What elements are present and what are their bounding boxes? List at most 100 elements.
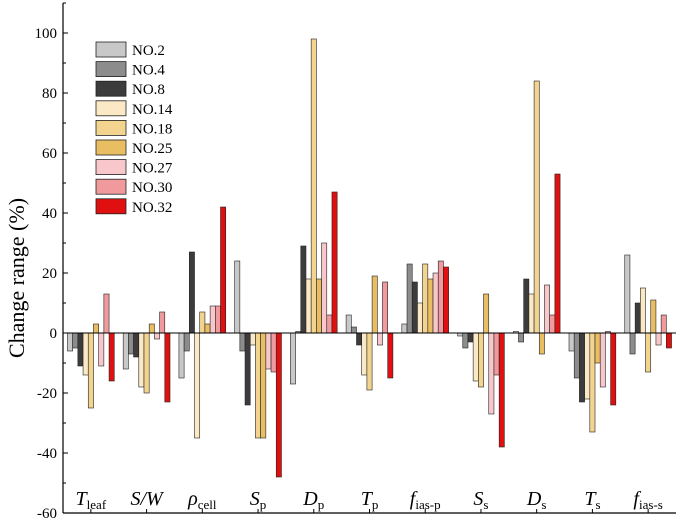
bar-no8-9 [579,332,585,403]
bar-no25-2 [204,323,211,334]
legend-label: NO.32 [132,200,172,216]
bar-no14-10 [640,287,646,334]
legend-swatch [95,41,127,58]
bar-no30-7 [493,332,500,376]
legend-swatch [95,80,127,97]
y-tick-label: 0 [50,326,58,342]
bar-no30-4 [326,314,333,334]
bar-no14-4 [305,278,312,334]
y-tick-label: 60 [42,146,57,162]
bar-no8-8 [523,278,530,334]
bar-no30-5 [382,281,388,334]
bar-no2-9 [568,332,575,352]
bar-no30-6 [437,260,444,334]
bar-no25-9 [594,332,601,364]
x-tick-label: Dp [302,488,324,512]
bar-no14-0 [82,332,89,376]
legend-swatch [95,139,127,156]
bar-no27-7 [488,332,495,415]
bar-no14-6 [417,302,423,334]
bar-no30-8 [549,314,556,334]
bar-no32-1 [164,332,171,403]
bar-no8-2 [189,251,195,334]
legend-label: NO.14 [132,102,173,118]
bar-no27-10 [655,332,662,346]
bar-no4-10 [629,332,636,355]
x-tick-label: ρcell [187,488,217,512]
bar-no25-10 [650,299,657,334]
bar-no27-6 [432,272,439,334]
bar-no18-9 [589,332,596,433]
bar-no32-8 [554,173,561,334]
bar-no32-5 [387,332,394,379]
bar-no4-9 [573,332,580,379]
legend-swatch [95,100,127,117]
bar-no4-5 [350,326,357,334]
bar-no18-0 [87,332,94,409]
bar-no18-6 [422,263,429,334]
legend: NO.2 NO.4 NO.8 NO.14 NO.18 NO.25 NO.27 NO.30 NO.… [95,41,173,216]
bar-no14-3 [249,332,256,346]
bar-no14-9 [584,332,591,400]
y-tick-label: -60 [37,506,57,522]
x-tick-label: S/W [130,488,165,510]
bar-no27-2 [209,305,216,334]
bar-no8-3 [244,332,251,406]
bar-no14-5 [361,332,368,376]
y-tick-label: 20 [42,266,57,282]
bar-no14-7 [472,332,479,382]
bar-no14-1 [138,332,145,388]
bar-no30-2 [215,305,221,334]
bar-no18-10 [645,332,652,373]
y-tick-label: 100 [35,26,58,42]
bar-no32-3 [275,332,282,478]
x-tick-label: fias-p [410,488,441,512]
legend-swatch [95,61,127,77]
bar-no4-8 [518,332,524,343]
bar-no8-7 [467,332,474,343]
bar-no4-6 [406,263,413,334]
bar-no2-10 [624,254,631,334]
bar-no2-5 [345,314,352,334]
bar-no8-0 [77,332,84,367]
x-tick-label: Tp [361,488,379,512]
bar-no32-2 [220,206,227,334]
bar-no8-5 [356,332,362,346]
y-tick-label: -40 [37,446,57,462]
x-tick-label: Ss [473,488,488,512]
legend-swatch [95,198,127,215]
bar-no27-1 [154,332,160,340]
x-tick-label: fias-s [633,488,662,512]
bars-group [67,38,672,478]
bar-no32-9 [610,332,617,406]
bar-no18-4 [310,38,317,334]
bar-no18-5 [366,332,373,391]
bar-no18-2 [199,311,206,334]
bar-no25-5 [371,275,378,334]
bar-no25-7 [483,293,490,334]
legend-swatch [95,120,127,136]
legend-label: NO.27 [132,161,173,177]
bar-no4-1 [128,332,134,355]
legend-swatch [95,178,127,195]
bar-no8-1 [133,332,140,358]
bar-no27-5 [376,332,383,346]
bar-no30-0 [103,293,110,334]
bar-no4-7 [462,332,469,349]
bar-no27-9 [599,332,606,388]
bar-no30-3 [270,332,277,373]
bar-no25-0 [93,323,99,334]
bar-no2-0 [67,332,73,352]
bar-no2-3 [234,260,241,334]
x-tick-label: Tleaf [76,488,107,512]
bar-no2-6 [401,323,408,334]
x-tick-label: Ds [526,488,547,512]
bar-no30-10 [660,314,667,334]
bar-no27-0 [98,332,105,367]
bar-no4-3 [239,332,246,352]
bar-no25-3 [260,332,267,439]
bar-no18-3 [255,332,261,439]
bar-no25-8 [538,332,545,355]
x-tick-label: Sp [250,488,267,512]
bar-no27-4 [321,242,328,334]
